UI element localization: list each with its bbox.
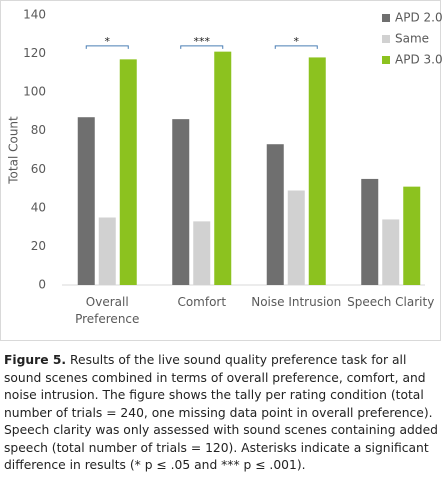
bar — [214, 51, 232, 286]
y-tick-label: 0 — [38, 278, 46, 292]
bar — [98, 217, 116, 285]
y-tick-label: 60 — [31, 162, 46, 176]
y-tick-label: 140 — [23, 8, 46, 22]
bar — [382, 219, 400, 285]
legend-label: APD 3.0 — [395, 53, 443, 67]
significance-label: * — [105, 35, 111, 48]
legend-swatch — [382, 35, 390, 43]
y-tick-label: 20 — [31, 239, 46, 253]
x-tick-label: Overall Preference — [75, 295, 140, 326]
significance-label: * — [294, 35, 300, 48]
bar — [287, 190, 305, 285]
chart-border — [0, 0, 441, 341]
bar — [193, 221, 211, 285]
significance-bracket — [180, 45, 224, 49]
y-tick-label: 120 — [23, 46, 46, 60]
significance-bracket — [274, 45, 318, 49]
y-tick-label: 80 — [31, 123, 46, 137]
legend-swatch — [382, 56, 390, 64]
bar — [77, 117, 95, 285]
caption-label: Figure 5. — [4, 353, 67, 367]
bar — [361, 178, 379, 285]
bar — [119, 59, 137, 285]
significance-bracket — [85, 45, 129, 49]
bar — [403, 186, 421, 285]
x-tick-label: Noise Intrusion — [251, 295, 342, 309]
legend-label: Same — [395, 32, 429, 46]
y-tick-label: 40 — [31, 200, 46, 214]
bar — [308, 57, 326, 285]
bar — [266, 144, 284, 285]
legend-swatch — [382, 14, 390, 22]
y-tick-label: 100 — [23, 85, 46, 99]
bar — [172, 119, 190, 286]
y-axis-label: Total Count — [7, 116, 21, 185]
caption: Figure 5. Results of the live sound qual… — [4, 352, 440, 475]
x-tick-label: Comfort — [177, 295, 227, 309]
x-tick-label: Speech Clarity — [347, 295, 435, 309]
caption-text: Results of the live sound quality prefer… — [4, 353, 438, 472]
significance-label: *** — [194, 35, 211, 48]
legend-label: APD 2.0 — [395, 11, 443, 25]
